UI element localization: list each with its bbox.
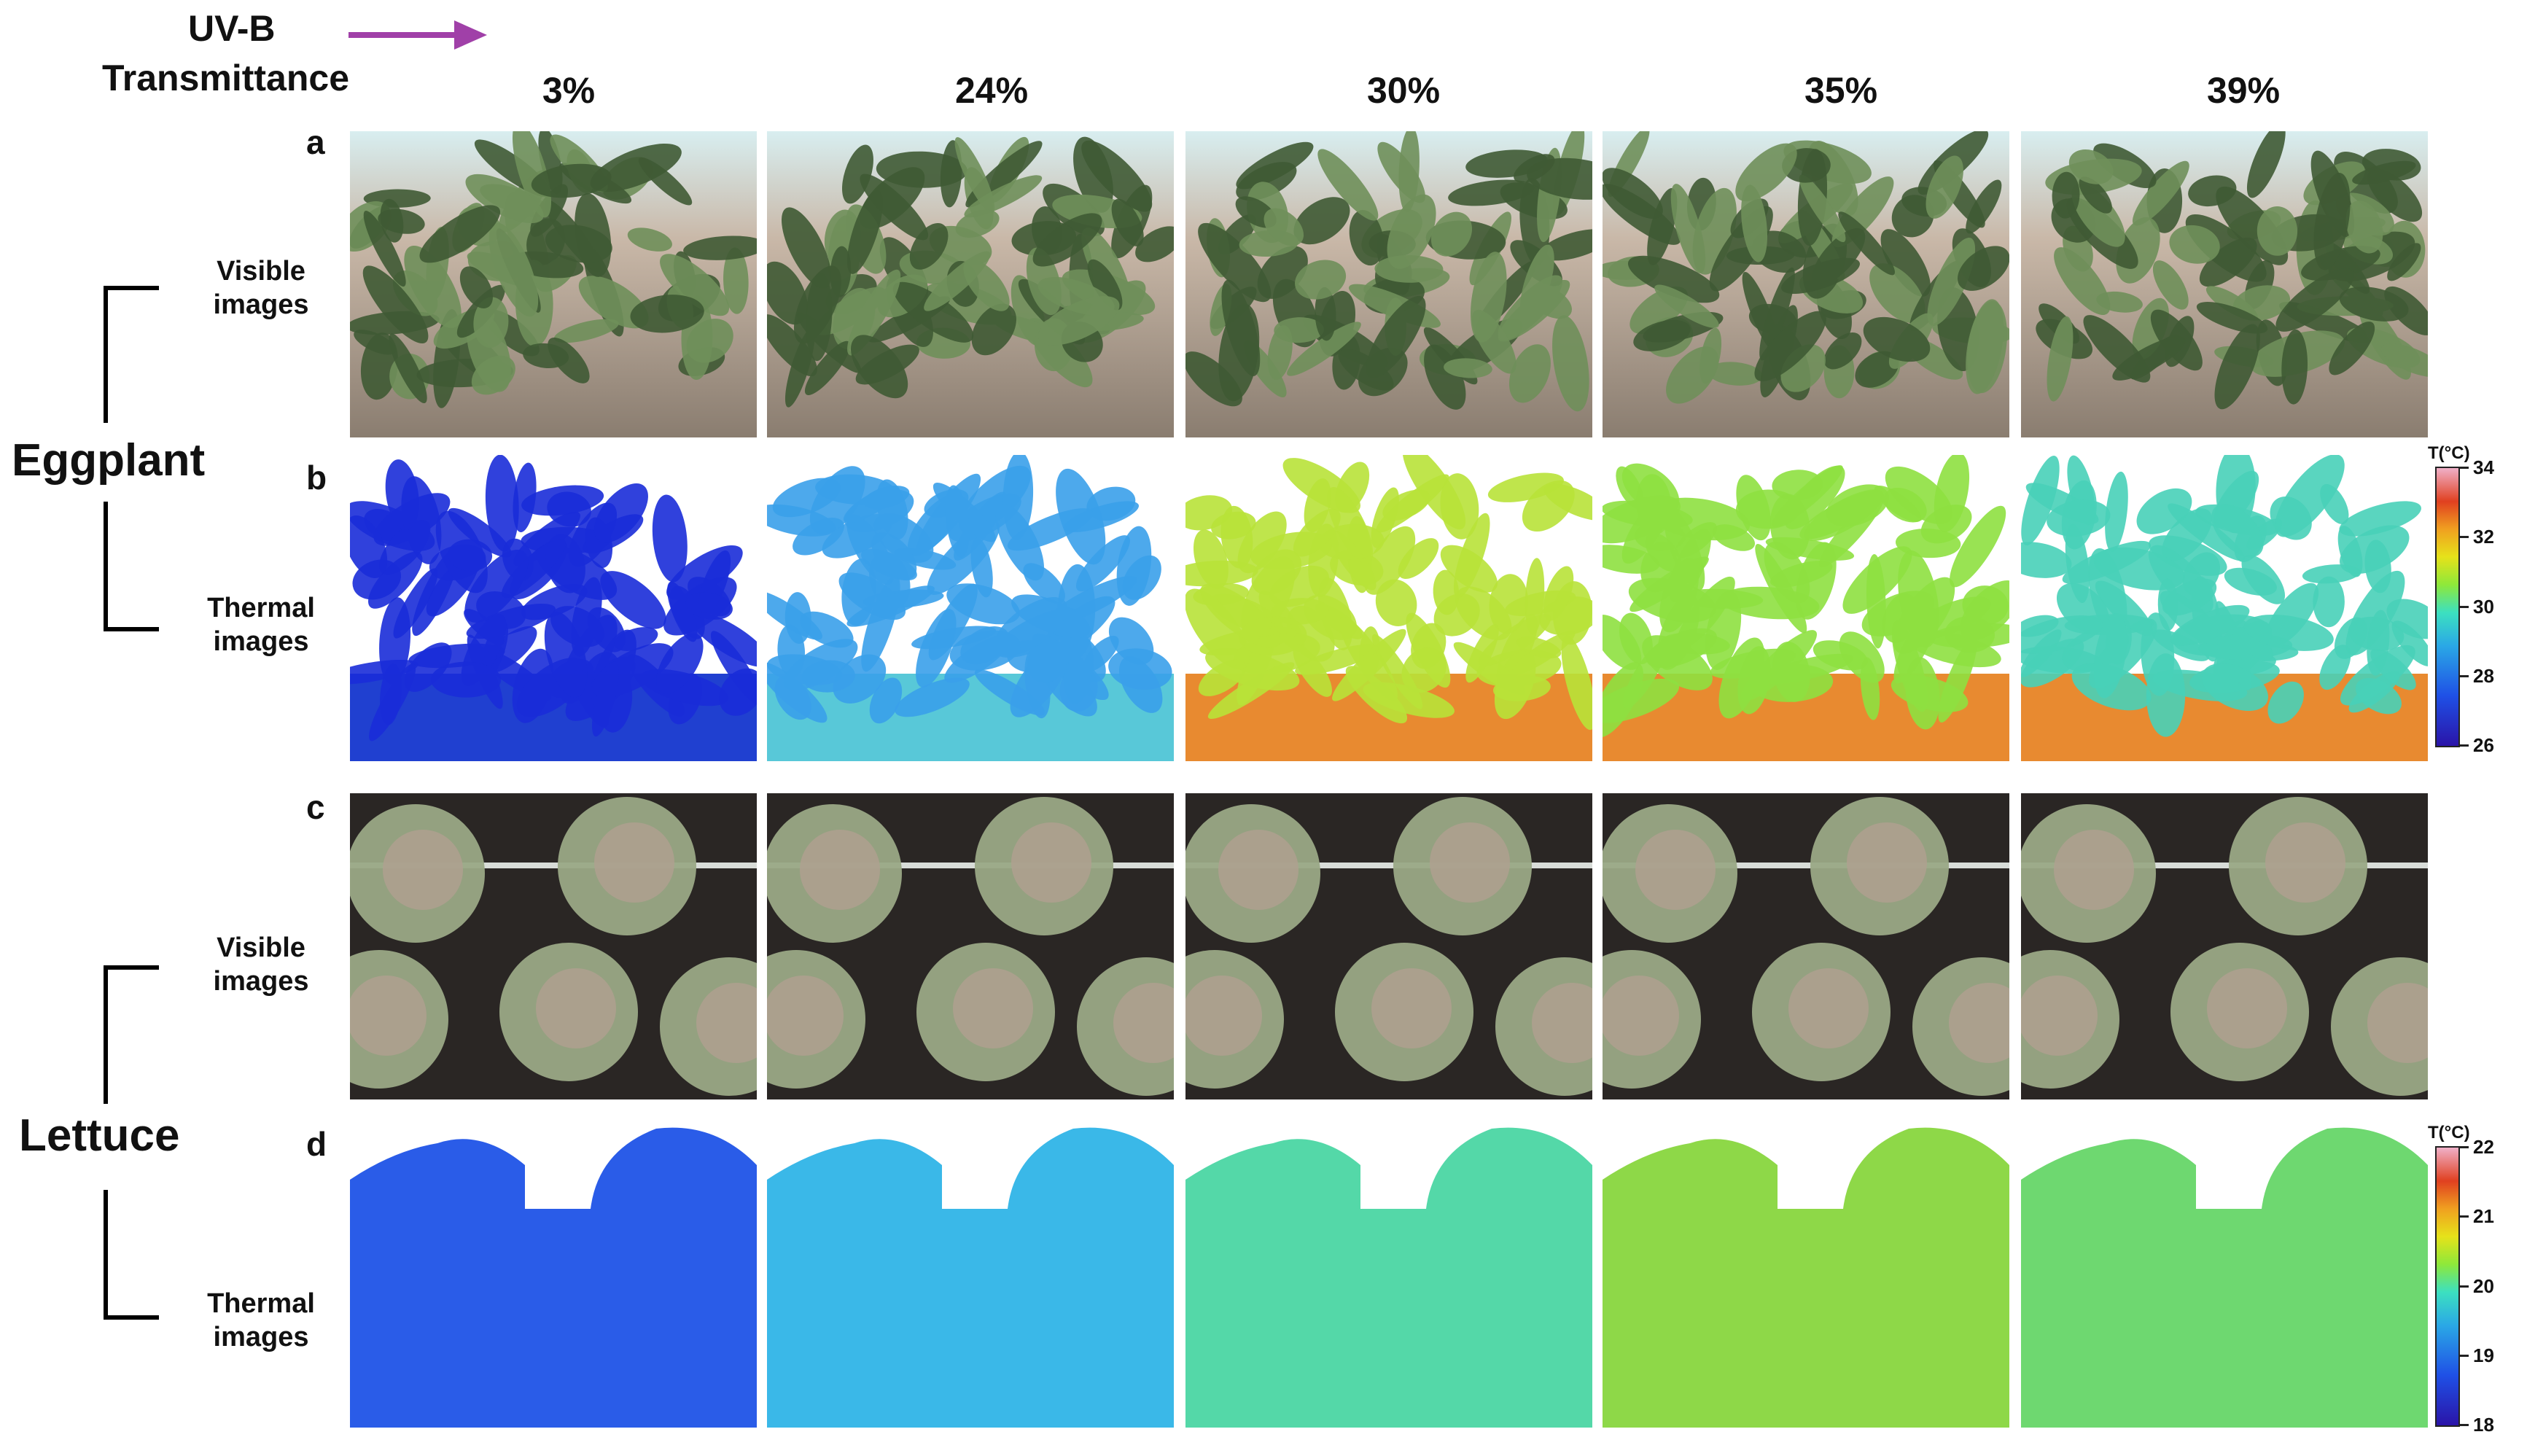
colorbar-tick-label: 30 bbox=[2473, 595, 2494, 618]
lettuce-thermal-panel-2 bbox=[767, 1121, 1174, 1428]
lettuce-thermal-panel-5 bbox=[2021, 1121, 2428, 1428]
eggplant-thermal-panel-3 bbox=[1185, 455, 1592, 761]
colorbar-tick-mark bbox=[2460, 744, 2469, 747]
sublabel-b-line2: images bbox=[213, 626, 309, 657]
eggplant-visible-panel-5 bbox=[2021, 131, 2428, 437]
lettuce-visible-panel-1 bbox=[350, 793, 757, 1099]
eggplant-visible-panel-2 bbox=[767, 131, 1174, 437]
colorbar-eggplant-title: T(°C) bbox=[2428, 443, 2470, 463]
column-header-4: 35% bbox=[1804, 70, 1878, 111]
colorbar-tick-label: 19 bbox=[2473, 1344, 2494, 1366]
right-arrow-icon bbox=[349, 20, 487, 50]
sublabel-b-line1: Thermal bbox=[207, 593, 315, 623]
eggplant-thermal-panel-4 bbox=[1603, 455, 2009, 761]
uvb-label-line1: UV-B bbox=[188, 8, 276, 49]
eggplant-visible-panel-4 bbox=[1603, 131, 2009, 437]
row-letter-d: d bbox=[306, 1125, 327, 1163]
colorbar-tick-mark bbox=[2460, 1285, 2469, 1288]
column-header-5: 39% bbox=[2206, 70, 2281, 111]
sublabel-d: Thermal images bbox=[166, 1288, 356, 1354]
colorbar-lettuce-title: T(°C) bbox=[2428, 1123, 2470, 1142]
bracket-eggplant-top bbox=[104, 286, 159, 423]
sublabel-c-line2: images bbox=[213, 965, 309, 997]
colorbar-tick-label: 28 bbox=[2473, 664, 2494, 687]
bracket-lettuce-top bbox=[104, 965, 159, 1104]
lettuce-thermal-panel-1 bbox=[350, 1121, 757, 1428]
bracket-lettuce-bottom bbox=[104, 1190, 159, 1320]
colorbar-tick-label: 32 bbox=[2473, 526, 2494, 548]
colorbar-tick-label: 22 bbox=[2473, 1136, 2494, 1158]
colorbar-tick-mark bbox=[2460, 674, 2469, 677]
lettuce-visible-panel-2 bbox=[767, 793, 1174, 1099]
colorbar-tick-label: 18 bbox=[2473, 1414, 2494, 1436]
colorbar-tick-label: 21 bbox=[2473, 1205, 2494, 1228]
column-header-3: 30% bbox=[1366, 70, 1441, 111]
sublabel-b: Thermal images bbox=[166, 592, 356, 658]
colorbar-tick-mark bbox=[2460, 536, 2469, 539]
sublabel-c: Visible images bbox=[166, 932, 356, 998]
eggplant-thermal-panel-5 bbox=[2021, 455, 2428, 761]
colorbar-tick-label: 26 bbox=[2473, 734, 2494, 756]
colorbar-tick-mark bbox=[2460, 1424, 2469, 1426]
sublabel-d-line1: Thermal bbox=[207, 1288, 315, 1319]
sublabel-a-line1: Visible bbox=[217, 256, 305, 287]
column-header-2: 24% bbox=[954, 70, 1029, 111]
colorbar-tick-label: 34 bbox=[2473, 456, 2494, 478]
column-header-1: 3% bbox=[542, 70, 596, 111]
colorbar-tick-label: 20 bbox=[2473, 1274, 2494, 1297]
uvb-label-line2: Transmittance bbox=[102, 58, 350, 98]
sublabel-d-line2: images bbox=[213, 1321, 309, 1352]
sublabel-c-line1: Visible bbox=[217, 933, 305, 963]
colorbar-tick-mark bbox=[2460, 467, 2469, 469]
colorbar-tick-mark bbox=[2460, 1146, 2469, 1148]
eggplant-thermal-panel-1 bbox=[350, 455, 757, 761]
colorbar-tick-mark bbox=[2460, 1354, 2469, 1357]
colorbar-tick-mark bbox=[2460, 605, 2469, 608]
eggplant-visible-panel-3 bbox=[1185, 131, 1592, 437]
species-lettuce: Lettuce bbox=[19, 1110, 180, 1161]
species-eggplant: Eggplant bbox=[12, 435, 206, 486]
colorbar-lettuce bbox=[2435, 1146, 2460, 1427]
lettuce-visible-panel-3 bbox=[1185, 793, 1592, 1099]
colorbar-tick-mark bbox=[2460, 1215, 2469, 1218]
bracket-eggplant-bottom bbox=[104, 502, 159, 631]
lettuce-thermal-panel-4 bbox=[1603, 1121, 2009, 1428]
row-letter-a: a bbox=[306, 123, 325, 161]
lettuce-visible-panel-5 bbox=[2021, 793, 2428, 1099]
row-letter-c: c bbox=[306, 788, 325, 826]
lettuce-thermal-panel-3 bbox=[1185, 1121, 1592, 1428]
row-letter-b: b bbox=[306, 459, 327, 497]
sublabel-a: Visible images bbox=[166, 255, 356, 322]
eggplant-visible-panel-1 bbox=[350, 131, 757, 437]
sublabel-a-line2: images bbox=[213, 289, 309, 320]
colorbar-eggplant bbox=[2435, 467, 2460, 747]
eggplant-thermal-panel-2 bbox=[767, 455, 1174, 761]
lettuce-visible-panel-4 bbox=[1603, 793, 2009, 1099]
